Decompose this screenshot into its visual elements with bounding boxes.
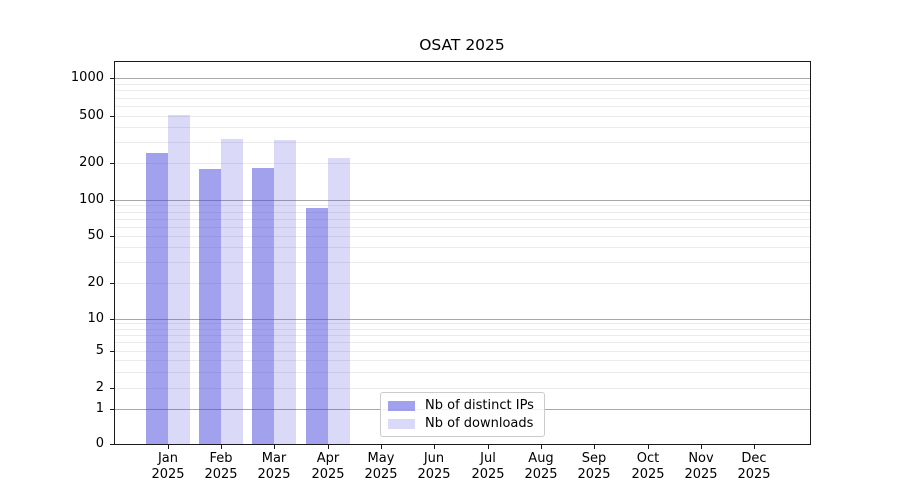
x-tick-label: Dec 2025 (737, 451, 771, 482)
x-tick-label: Nov 2025 (684, 451, 718, 482)
x-tick-mark (594, 445, 595, 449)
gridline-minor (114, 142, 810, 143)
bar-nb-of-distinct-ips-feb (198, 168, 221, 444)
y-tick-mark (110, 163, 114, 164)
y-tick-mark (110, 319, 114, 320)
gridline-minor (114, 163, 810, 164)
gridline-minor (114, 106, 810, 107)
gridline-minor (114, 116, 810, 117)
y-tick-label: 1 (95, 401, 104, 416)
y-tick-label: 1000 (70, 70, 104, 85)
gridline-minor (114, 329, 810, 330)
y-tick-mark (110, 444, 114, 445)
gridline-minor (114, 342, 810, 343)
y-tick-mark (110, 388, 114, 389)
x-tick-mark (274, 445, 275, 449)
bar-nb-of-distinct-ips-jan (145, 153, 168, 444)
gridline-minor (114, 360, 810, 361)
legend-item-downloads: Nb of downloads (388, 416, 537, 431)
gridline-minor (114, 323, 810, 324)
gridline-major (114, 319, 810, 320)
y-tick-label: 5 (95, 343, 104, 358)
gridline-minor (114, 351, 810, 352)
bar-nb-of-downloads-apr (327, 157, 350, 444)
gridline-minor (114, 212, 810, 213)
bar-nb-of-distinct-ips-apr (305, 207, 328, 444)
gridline-minor (114, 372, 810, 373)
x-tick-mark (381, 445, 382, 449)
x-tick-label: May 2025 (364, 451, 398, 482)
x-tick-mark (488, 445, 489, 449)
gridline-minor (114, 219, 810, 220)
legend-label-distinct-ips: Nb of distinct IPs (425, 398, 534, 413)
x-tick-label: Aug 2025 (524, 451, 558, 482)
x-tick-mark (434, 445, 435, 449)
x-tick-label: Jun 2025 (417, 451, 451, 482)
gridline-minor (114, 98, 810, 99)
y-tick-mark (110, 236, 114, 237)
legend-label-downloads: Nb of downloads (425, 416, 534, 431)
gridline-minor (114, 84, 810, 85)
y-tick-mark (110, 351, 114, 352)
gridline-minor (114, 236, 810, 237)
y-tick-label: 0 (95, 436, 104, 451)
bar-nb-of-downloads-mar (274, 140, 297, 444)
x-tick-mark (648, 445, 649, 449)
gridline-minor (114, 335, 810, 336)
x-tick-mark (701, 445, 702, 449)
gridline-minor (114, 127, 810, 128)
x-tick-label: Oct 2025 (631, 451, 665, 482)
bar-nb-of-downloads-feb (220, 138, 243, 444)
gridline-major (114, 200, 810, 201)
x-tick-mark (754, 445, 755, 449)
gridline-minor (114, 388, 810, 389)
y-tick-mark (110, 116, 114, 117)
x-tick-label: Jul 2025 (471, 451, 505, 482)
x-tick-label: Sep 2025 (577, 451, 611, 482)
x-tick-label: Feb 2025 (204, 451, 238, 482)
y-tick-label: 100 (79, 192, 104, 207)
y-tick-label: 500 (79, 108, 104, 123)
x-tick-mark (328, 445, 329, 449)
legend-swatch-downloads (388, 418, 415, 429)
x-tick-label: Mar 2025 (257, 451, 291, 482)
gridline-minor (114, 205, 810, 206)
y-tick-mark (110, 409, 114, 410)
gridline-minor (114, 227, 810, 228)
x-tick-mark (221, 445, 222, 449)
y-tick-label: 2 (95, 380, 104, 395)
chart-title: OSAT 2025 (419, 36, 505, 54)
chart-legend: Nb of distinct IPs Nb of downloads (380, 392, 545, 437)
gridline-minor (114, 262, 810, 263)
gridline-minor (114, 283, 810, 284)
y-tick-label: 200 (79, 155, 104, 170)
y-tick-label: 20 (87, 275, 104, 290)
legend-item-distinct-ips: Nb of distinct IPs (388, 398, 537, 413)
y-tick-label: 50 (87, 228, 104, 243)
y-tick-mark (110, 200, 114, 201)
x-tick-label: Apr 2025 (311, 451, 345, 482)
bar-nb-of-downloads-jan (167, 115, 190, 444)
y-tick-mark (110, 283, 114, 284)
x-tick-label: Jan 2025 (151, 451, 185, 482)
gridline-major (114, 78, 810, 79)
bar-nb-of-distinct-ips-mar (252, 167, 275, 444)
legend-swatch-distinct-ips (388, 400, 415, 411)
y-tick-mark (110, 78, 114, 79)
gridline-minor (114, 247, 810, 248)
y-tick-label: 10 (87, 311, 104, 326)
x-tick-mark (541, 445, 542, 449)
x-tick-mark (168, 445, 169, 449)
gridline-minor (114, 90, 810, 91)
